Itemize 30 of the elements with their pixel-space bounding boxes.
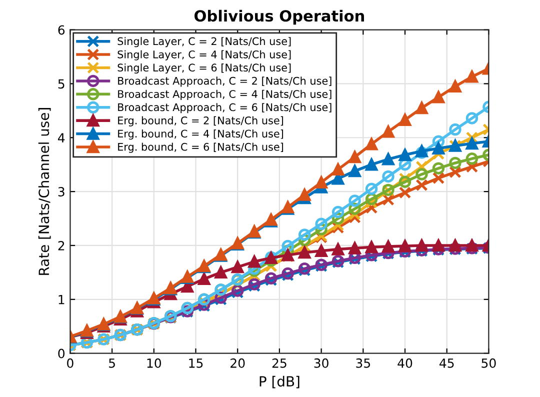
legend-label: Erg. bound, C = 2 [Nats/Ch use] <box>118 116 284 126</box>
y-axis-title: Rate [Nats/Channel use] <box>38 108 51 275</box>
chart-title: Oblivious Operation <box>194 10 364 25</box>
legend-label: Single Layer, C = 6 [Nats/Ch use] <box>118 63 291 74</box>
x-tick-label: 15 <box>189 358 203 368</box>
legend-label: Erg. bound, C = 6 [Nats/Ch use] <box>118 142 284 153</box>
y-tick-label: 4 <box>58 133 65 142</box>
x-tick-label: 30 <box>314 358 328 368</box>
legend-label: Broadcast Approach, C = 4 [Nats/Ch use] <box>118 90 332 100</box>
legend-label: Erg. bound, C = 4 [Nats/Ch use] <box>118 130 284 140</box>
x-tick-label: 10 <box>147 358 162 368</box>
legend-label: Single Layer, C = 2 [Nats/Ch use] <box>118 37 291 48</box>
y-tick-label: 1 <box>58 295 64 304</box>
x-tick-label: 25 <box>272 358 286 368</box>
x-axis-title: P [dB] <box>260 376 300 388</box>
legend-label: Broadcast Approach, C = 2 [Nats/Ch use] <box>118 76 332 87</box>
legend-label: Broadcast Approach, C = 6 [Nats/Ch use] <box>118 103 332 114</box>
x-tick-label: 0 <box>67 358 74 368</box>
y-tick-label: 0 <box>58 348 65 358</box>
y-tick-label: 6 <box>58 25 65 35</box>
y-tick-label: 5 <box>58 79 64 89</box>
x-tick-label: 20 <box>230 358 245 368</box>
y-tick-label: 2 <box>58 240 64 250</box>
x-tick-label: 45 <box>440 358 454 368</box>
y-tick-label: 3 <box>58 187 64 196</box>
x-tick-label: 50 <box>482 358 496 368</box>
x-tick-label: 35 <box>356 358 370 368</box>
legend-label: Single Layer, C = 4 [Nats/Ch use] <box>118 50 291 60</box>
x-tick-label: 40 <box>398 358 412 368</box>
x-tick-label: 5 <box>109 358 115 368</box>
